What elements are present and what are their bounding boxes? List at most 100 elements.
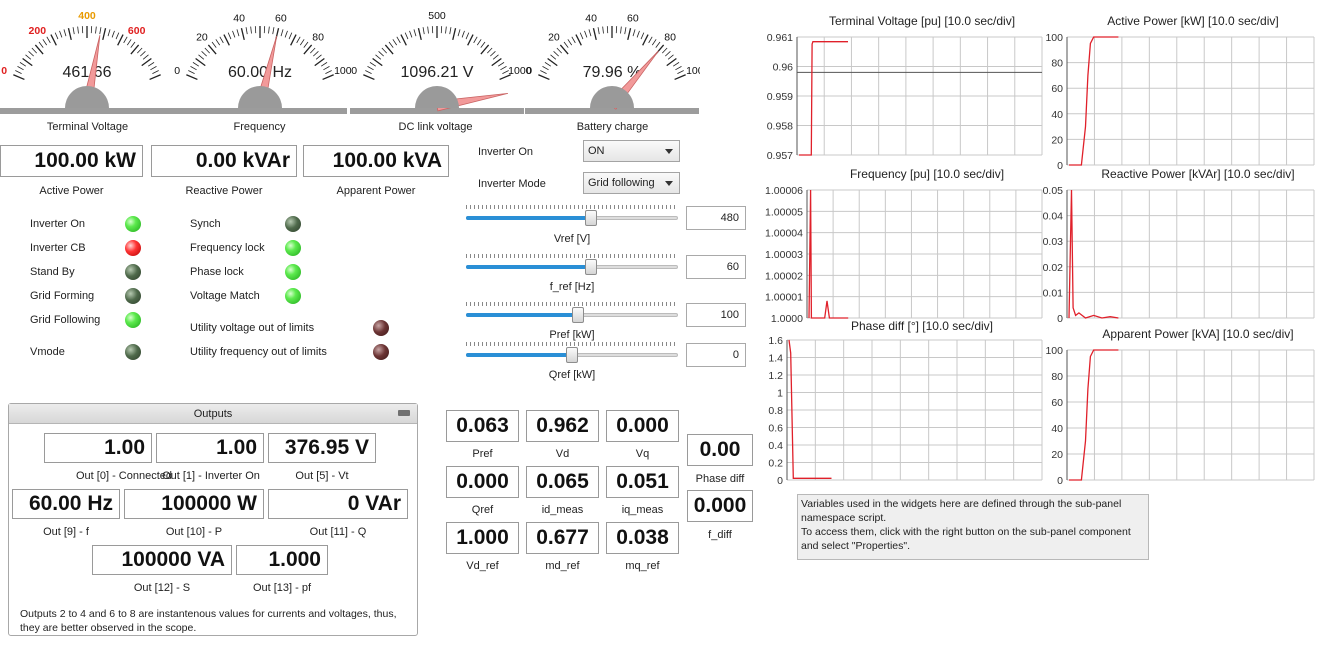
gauge-tick bbox=[556, 47, 562, 54]
gauge-tick bbox=[381, 47, 387, 54]
gauge-tick bbox=[288, 32, 293, 40]
gauge-tick bbox=[672, 62, 680, 67]
gauge-tick bbox=[467, 34, 474, 46]
slider-label: Pref [kW] bbox=[549, 329, 595, 341]
gauge-terminal-voltage: 0 200 400 600 461.66 bbox=[0, 10, 174, 114]
gauge-tick bbox=[665, 51, 671, 57]
gauge-tick bbox=[363, 74, 375, 81]
scope-tick-label: 100 bbox=[1045, 345, 1063, 357]
gauge-tick-label: 500 bbox=[428, 10, 446, 22]
gauge-tick bbox=[17, 66, 24, 71]
gauge-tick bbox=[313, 51, 319, 57]
slider-thumb[interactable] bbox=[572, 307, 585, 323]
gauge-dc-link-voltage: 0 500 1000 1096.21 V bbox=[350, 10, 532, 114]
gauge-tick bbox=[648, 36, 653, 44]
apparent-power-display: 100.00 kVA bbox=[303, 145, 449, 177]
gauge-tick bbox=[150, 66, 157, 71]
gauge-tick bbox=[296, 36, 301, 44]
gauge-tick bbox=[627, 28, 632, 41]
gauge-tick bbox=[584, 30, 588, 38]
gauge-tick bbox=[236, 29, 240, 37]
gauge-tick bbox=[492, 54, 499, 60]
gauge-tick bbox=[201, 51, 207, 57]
measure-label: iq_meas bbox=[621, 504, 664, 516]
gauge-tick bbox=[409, 30, 413, 38]
gauge-tick bbox=[59, 30, 63, 38]
status-led-icon bbox=[285, 264, 301, 280]
slider-thumb[interactable] bbox=[585, 259, 598, 275]
led-label: Inverter CB bbox=[30, 242, 86, 254]
gauge-tick bbox=[22, 58, 33, 67]
gauge-tick bbox=[571, 36, 576, 44]
gauge-hub bbox=[415, 86, 459, 108]
measure-label: Vd bbox=[555, 448, 570, 460]
slider-thumb[interactable] bbox=[566, 347, 578, 363]
outputs-title: Outputs bbox=[193, 408, 233, 420]
gauge-tick bbox=[575, 34, 582, 46]
gauge-tick bbox=[636, 30, 640, 38]
slider-ticks bbox=[466, 302, 678, 306]
inverter-on-value: ON bbox=[588, 145, 605, 157]
gauge-readout: 461.66 bbox=[63, 64, 112, 81]
scope-tick-label: 1.00002 bbox=[765, 270, 803, 282]
led-label: Vmode bbox=[30, 346, 65, 358]
scope-tick-label: 20 bbox=[1051, 449, 1063, 461]
gauge-tick-label: 200 bbox=[29, 25, 47, 37]
gauge-tick bbox=[384, 44, 394, 55]
gauge-tick-label: 20 bbox=[548, 31, 560, 43]
reference-slider[interactable] bbox=[466, 342, 678, 363]
gauge-tick bbox=[651, 39, 657, 46]
gauge-tick bbox=[25, 54, 32, 60]
gauge-tick bbox=[245, 27, 248, 35]
minimize-icon[interactable] bbox=[398, 410, 410, 416]
gauge-label-terminal-voltage: Terminal Voltage bbox=[46, 121, 129, 133]
gauge-tick bbox=[538, 74, 550, 81]
gauge-tick bbox=[130, 41, 136, 48]
gauge-tick bbox=[303, 44, 313, 55]
gauge-tick bbox=[77, 26, 79, 34]
gauge-tick bbox=[375, 54, 382, 60]
reference-slider[interactable] bbox=[466, 254, 678, 275]
gauge-hub bbox=[590, 86, 634, 108]
measure-value-display: 0.000 bbox=[606, 410, 679, 442]
slider-value-input[interactable]: 100 bbox=[686, 303, 746, 327]
slider-value-input[interactable]: 0 bbox=[686, 343, 746, 367]
scope-trace bbox=[1068, 189, 1119, 319]
scope-tick-label: 1.0000 bbox=[771, 313, 803, 325]
slider-thumb[interactable] bbox=[585, 210, 598, 226]
output-label: Out [11] - Q bbox=[309, 526, 367, 538]
measure-value-display: 1.000 bbox=[446, 522, 519, 554]
gauge-tick bbox=[372, 58, 383, 67]
gauge-tick bbox=[550, 54, 557, 60]
chevron-down-icon bbox=[665, 149, 673, 154]
phase-diff-display: 0.00 bbox=[687, 434, 753, 466]
gauge-tick bbox=[547, 58, 558, 67]
scope-tick-label: 80 bbox=[1051, 371, 1063, 383]
gauge-tick bbox=[666, 58, 677, 67]
scope-tick-label: 0 bbox=[1057, 313, 1063, 325]
reference-slider[interactable] bbox=[466, 302, 678, 323]
scope-tick-label: 60 bbox=[1051, 83, 1063, 95]
gauge-tick bbox=[54, 32, 59, 40]
gauge-tick bbox=[63, 29, 67, 37]
scope-tick-label: 0.961 bbox=[767, 32, 793, 44]
gauge-tick bbox=[640, 32, 645, 40]
reference-slider[interactable] bbox=[466, 205, 678, 226]
gauge-tick bbox=[315, 54, 322, 60]
slider-value-input[interactable]: 60 bbox=[686, 255, 746, 279]
scope-tick-label: 1.00005 bbox=[765, 206, 803, 218]
gauge-tick-label: 40 bbox=[585, 12, 597, 24]
gauge-tick bbox=[192, 62, 200, 67]
gauge-tick bbox=[31, 47, 37, 54]
scope-tick-label: 1.00001 bbox=[765, 292, 803, 304]
inverter-mode-select[interactable]: Grid following bbox=[583, 172, 680, 194]
scope-tick-label: 1.2 bbox=[768, 370, 783, 382]
status-led-icon bbox=[285, 288, 301, 304]
scope-tick-label: 40 bbox=[1051, 109, 1063, 121]
scope-trace bbox=[808, 189, 849, 319]
output-label: Out [1] - Inverter On bbox=[162, 470, 260, 482]
gauge-tick-label: 1000 bbox=[508, 65, 532, 77]
inverter-on-select[interactable]: ON bbox=[583, 140, 680, 162]
slider-value-input[interactable]: 480 bbox=[686, 206, 746, 230]
led-label: Frequency lock bbox=[190, 242, 265, 254]
